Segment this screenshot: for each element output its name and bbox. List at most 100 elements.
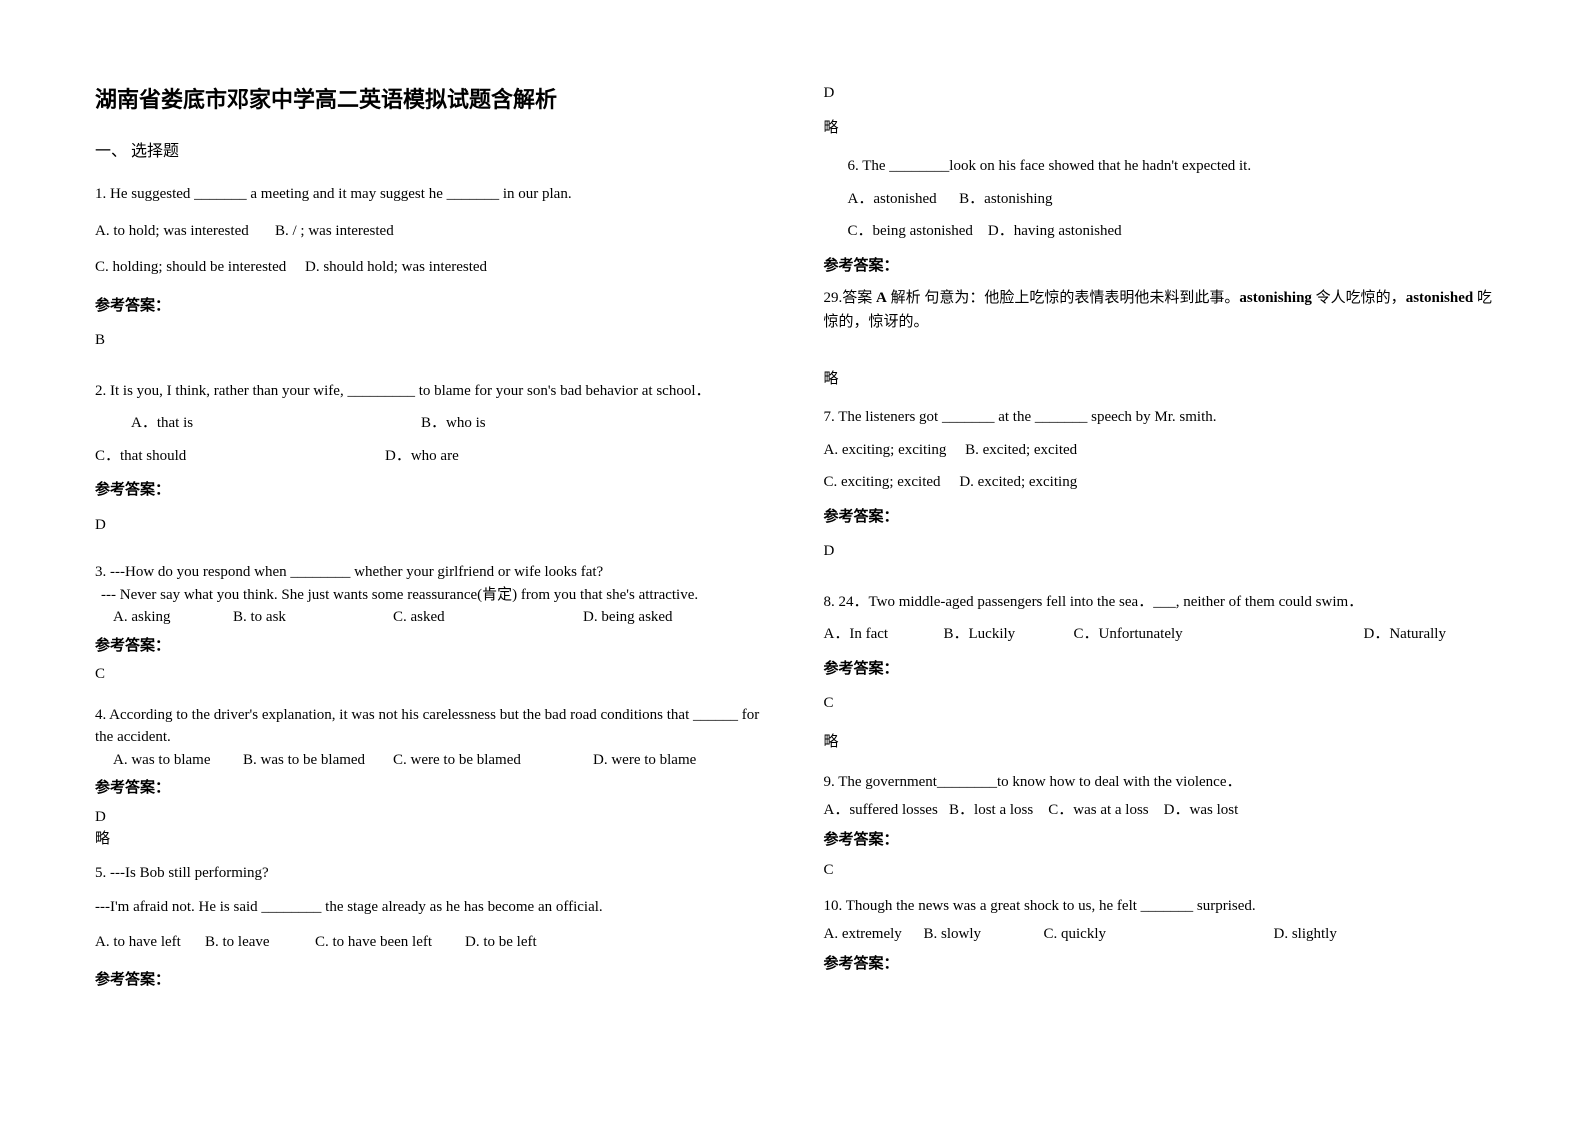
q2-optD: D．who are (385, 442, 459, 471)
q9-text: 9. The government________to know how to … (824, 770, 1493, 794)
left-column: 湖南省娄底市邓家中学高二英语模拟试题含解析 一、 选择题 1. He sugge… (95, 80, 764, 1042)
question-1: 1. He suggested _______ a meeting and it… (95, 180, 764, 363)
q8-optA: A．In fact (824, 620, 944, 649)
q6-explanation: 29.答案 A 解析 句意为：他脸上吃惊的表情表明他未料到此事。astonish… (824, 286, 1493, 334)
q4-optA: A. was to blame (113, 749, 243, 772)
q1-optC: C. holding; should be interested (95, 259, 286, 275)
q6-expl-ans: A (876, 290, 887, 306)
q3-optA: A. asking (113, 606, 233, 629)
q9-answer-label: 参考答案： (824, 828, 1493, 852)
q7-optD: D. excited; exciting (959, 474, 1077, 490)
q3-optD: D. being asked (583, 606, 673, 629)
q1-answer-label: 参考答案： (95, 292, 764, 321)
q8-answer: C (824, 689, 1493, 718)
q5-line2: ---I'm afraid not. He is said ________ t… (95, 893, 764, 922)
q1-options-cd: C. holding; should be interested D. shou… (95, 253, 764, 282)
q6-expl-b2: astonished (1406, 290, 1474, 306)
q2-optC: C．that should (95, 442, 385, 471)
question-10: 10. Though the news was a great shock to… (824, 894, 1493, 982)
question-8: 8. 24．Two middle-aged passengers fell in… (824, 588, 1493, 757)
q9-optA: A．suffered losses (824, 802, 938, 818)
q4-line1: 4. According to the driver's explanation… (95, 704, 764, 749)
q5-answer: D (824, 80, 1493, 107)
q7-optA: A. exciting; exciting (824, 442, 947, 458)
q10-optD: D. slightly (1274, 922, 1337, 946)
q8-text: 8. 24．Two middle-aged passengers fell in… (824, 588, 1493, 617)
q1-options-ab: A. to hold; was interested B. / ; was in… (95, 217, 764, 246)
q1-answer: B (95, 326, 764, 355)
q5-line1: 5. ---Is Bob still performing? (95, 859, 764, 888)
q4-answer-label: 参考答案： (95, 777, 764, 800)
q9-optB: B．lost a loss (949, 802, 1033, 818)
q9-optD: D．was lost (1164, 802, 1239, 818)
document-title: 湖南省娄底市邓家中学高二英语模拟试题含解析 (95, 80, 764, 120)
q2-answer: D (95, 511, 764, 540)
q10-optC: C. quickly (1044, 922, 1274, 946)
q2-optA: A．that is (131, 409, 421, 438)
q3-options: A. asking B. to ask C. asked D. being as… (95, 606, 764, 629)
q7-options-ab: A. exciting; exciting B. excited; excite… (824, 436, 1493, 465)
q5-omit: 略 (824, 115, 1493, 142)
q4-optD: D. were to blame (593, 749, 696, 772)
q2-text: 2. It is you, I think, rather than your … (95, 377, 764, 406)
q7-options-cd: C. exciting; excited D. excited; excitin… (824, 468, 1493, 497)
q5-optA: A. to have left (95, 928, 205, 957)
q6-optC: C．being astonished (848, 223, 973, 239)
q10-optB: B. slowly (924, 922, 1044, 946)
q9-answer: C (824, 858, 1493, 882)
q10-options: A. extremely B. slowly C. quickly D. sli… (824, 922, 1493, 946)
q9-optC: C．was at a loss (1048, 802, 1148, 818)
q6-optB: B．astonishing (959, 191, 1052, 207)
q6-answer-label: 参考答案： (824, 252, 1493, 281)
q4-optB: B. was to be blamed (243, 749, 393, 772)
q10-answer-label: 参考答案： (824, 952, 1493, 976)
q8-optB: B．Luckily (944, 620, 1074, 649)
q6-expl-mid: 解析 句意为：他脸上吃惊的表情表明他未料到此事。 (887, 290, 1240, 306)
q3-answer: C (95, 663, 764, 686)
q7-optB: B. excited; excited (965, 442, 1077, 458)
question-4: 4. According to the driver's explanation… (95, 704, 764, 851)
section-header: 一、 选择题 (95, 138, 764, 167)
q8-options: A．In fact B．Luckily C．Unfortunately D．Na… (824, 620, 1493, 649)
question-3: 3. ---How do you respond when ________ w… (95, 561, 764, 694)
q4-answer: D (95, 806, 764, 829)
question-7: 7. The listeners got _______ at the ____… (824, 403, 1493, 574)
q4-optC: C. were to be blamed (393, 749, 593, 772)
q2-optB: B．who is (421, 409, 486, 438)
q3-answer-label: 参考答案： (95, 635, 764, 658)
q10-optA: A. extremely (824, 922, 924, 946)
q6-expl-t1: 令人吃惊的， (1312, 290, 1406, 306)
q6-text: 6. The ________look on his face showed t… (824, 152, 1493, 181)
q5-answer-label: 参考答案： (95, 966, 764, 995)
q1-optB: B. / ; was interested (275, 223, 394, 239)
q3-line1: 3. ---How do you respond when ________ w… (95, 561, 764, 584)
q5-optB: B. to leave (205, 928, 315, 957)
q9-options: A．suffered losses B．lost a loss C．was at… (824, 798, 1493, 822)
q1-text: 1. He suggested _______ a meeting and it… (95, 180, 764, 209)
q8-answer-label: 参考答案： (824, 655, 1493, 684)
q8-omit: 略 (824, 728, 1493, 757)
q10-text: 10. Though the news was a great shock to… (824, 894, 1493, 918)
q8-optD: D．Naturally (1364, 620, 1446, 649)
q2-options-ab: A．that is B．who is (95, 409, 764, 438)
q6-expl-prefix: 29.答案 (824, 290, 877, 306)
question-2: 2. It is you, I think, rather than your … (95, 377, 764, 548)
q6-omit: 略 (824, 366, 1493, 393)
q7-optC: C. exciting; excited (824, 474, 941, 490)
q5-options: A. to have left B. to leave C. to have b… (95, 928, 764, 957)
q1-optA: A. to hold; was interested (95, 223, 249, 239)
question-9: 9. The government________to know how to … (824, 770, 1493, 882)
question-5: 5. ---Is Bob still performing? ---I'm af… (95, 859, 764, 1001)
question-6: 6. The ________look on his face showed t… (824, 152, 1493, 334)
q8-optC: C．Unfortunately (1074, 620, 1364, 649)
q6-optA: A．astonished (848, 191, 937, 207)
q3-optC: C. asked (393, 606, 583, 629)
q5-optC: C. to have been left (315, 928, 465, 957)
q3-line2: --- Never say what you think. She just w… (95, 584, 764, 607)
q6-expl-b1: astonishing (1239, 290, 1312, 306)
q3-optB: B. to ask (233, 606, 393, 629)
q1-optD: D. should hold; was interested (305, 259, 487, 275)
q5-optD: D. to be left (465, 928, 537, 957)
right-column: D 略 6. The ________look on his face show… (824, 80, 1493, 1042)
q6-options-cd: C．being astonished D．having astonished (824, 217, 1493, 246)
